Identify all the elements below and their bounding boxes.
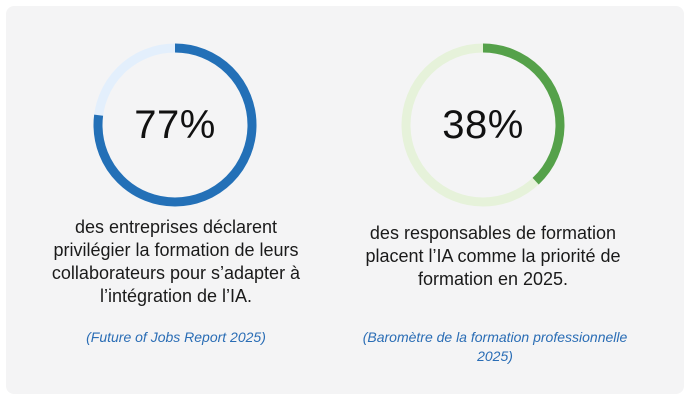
stats-card: 77% des entreprises déclarent privilégie…	[6, 6, 684, 394]
stat-source: (Baromètre de la formation professionnel…	[362, 329, 628, 364]
progress-ring-arc	[93, 43, 257, 207]
progress-ring-77	[93, 43, 257, 207]
progress-ring-arc	[401, 43, 565, 207]
progress-ring-38	[401, 43, 565, 207]
stat-description: des entreprises déclarent privilégier la…	[51, 217, 301, 306]
stat-description: des responsables de formation placent l’…	[365, 223, 621, 289]
stat-source: (Future of Jobs Report 2025)	[86, 329, 266, 345]
stat-value: 38%	[442, 102, 524, 147]
stat-value: 77%	[134, 102, 216, 147]
